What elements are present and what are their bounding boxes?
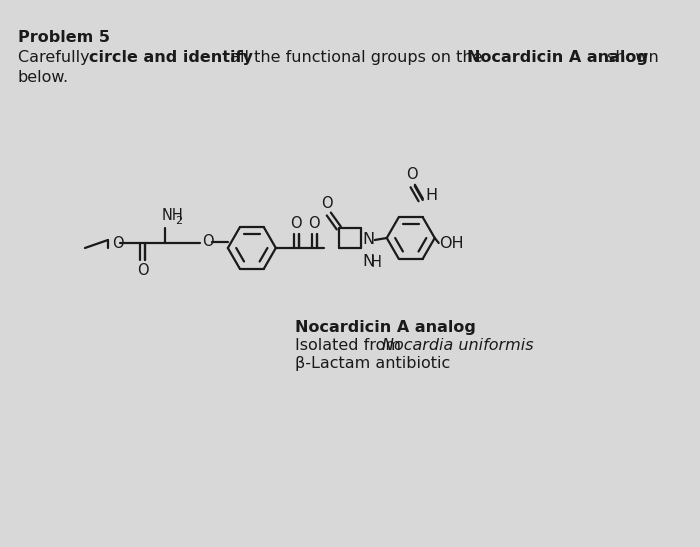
Text: NH: NH <box>162 208 183 223</box>
Text: Problem 5: Problem 5 <box>18 30 110 45</box>
Text: H: H <box>426 189 438 203</box>
Text: O: O <box>290 216 302 231</box>
Text: Isolated from: Isolated from <box>295 338 406 353</box>
Text: Nocardia uniformis: Nocardia uniformis <box>382 338 533 353</box>
Text: all the functional groups on the: all the functional groups on the <box>225 50 487 65</box>
Text: O: O <box>112 236 124 251</box>
Text: O: O <box>308 216 320 231</box>
Text: β-Lactam antibiotic: β-Lactam antibiotic <box>295 356 450 371</box>
Text: shown: shown <box>602 50 659 65</box>
Text: N: N <box>363 254 375 269</box>
Text: O: O <box>406 167 417 182</box>
Text: N: N <box>363 232 375 247</box>
Text: O: O <box>137 263 148 278</box>
Text: below.: below. <box>18 70 69 85</box>
Text: O: O <box>321 196 332 211</box>
Text: OH: OH <box>439 236 463 251</box>
Text: O: O <box>202 235 214 249</box>
Text: circle and identify: circle and identify <box>89 50 253 65</box>
Text: Nocardicin A analog: Nocardicin A analog <box>295 320 476 335</box>
Text: Nocardicin A analog: Nocardicin A analog <box>467 50 648 65</box>
Text: Carefully: Carefully <box>18 50 95 65</box>
Text: 2: 2 <box>175 216 182 226</box>
Text: H: H <box>371 255 382 270</box>
